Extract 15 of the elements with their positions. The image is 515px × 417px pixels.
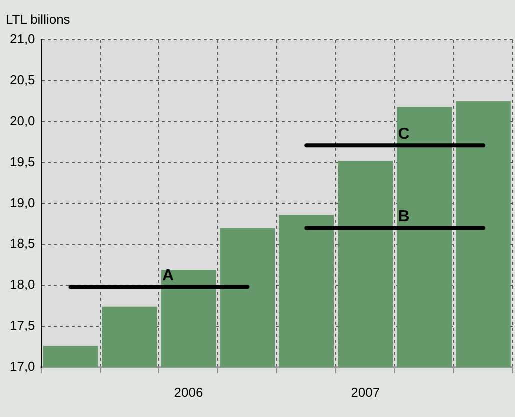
y-tick-label: 20,5 [10, 72, 36, 88]
y-tick-label: 18,0 [10, 277, 36, 292]
series-label: B [398, 208, 410, 226]
y-tick-label: 21,0 [10, 32, 36, 47]
y-tick-label: 17,5 [10, 318, 36, 334]
x-tick-label: 2007 [351, 384, 380, 400]
y-axis-title: LTL billions [6, 12, 70, 27]
y-tick-label: 17,0 [10, 358, 36, 374]
y-tick-label: 19,0 [10, 195, 36, 210]
series-label: C [398, 126, 410, 143]
series-label: A [162, 268, 174, 285]
x-tick-label: 2006 [174, 384, 204, 400]
y-tick-label: 20,0 [10, 113, 36, 128]
y-tick-label: 19,5 [10, 154, 36, 170]
y-tick-label: 18,5 [10, 236, 36, 252]
